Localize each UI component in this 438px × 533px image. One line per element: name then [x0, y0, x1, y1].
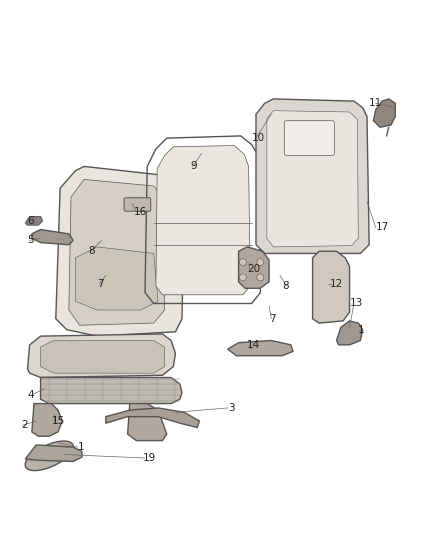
Polygon shape: [32, 403, 62, 436]
Text: 7: 7: [269, 314, 276, 324]
Text: 5: 5: [28, 236, 34, 245]
Circle shape: [257, 259, 264, 265]
Polygon shape: [69, 180, 165, 325]
Text: 1: 1: [78, 442, 84, 452]
Text: 14: 14: [247, 340, 261, 350]
Circle shape: [257, 274, 264, 281]
Polygon shape: [156, 146, 251, 295]
FancyBboxPatch shape: [124, 198, 151, 211]
Polygon shape: [239, 247, 269, 288]
Text: 12: 12: [330, 279, 343, 289]
Polygon shape: [374, 99, 395, 127]
Polygon shape: [75, 247, 158, 310]
Text: 1: 1: [358, 325, 365, 335]
Polygon shape: [25, 445, 82, 462]
Text: 16: 16: [134, 207, 147, 217]
Text: 20: 20: [247, 264, 261, 273]
Polygon shape: [127, 403, 167, 441]
Text: 11: 11: [369, 98, 382, 108]
Text: 10: 10: [252, 133, 265, 143]
Polygon shape: [267, 111, 358, 247]
Polygon shape: [313, 251, 350, 323]
Polygon shape: [25, 216, 43, 225]
Polygon shape: [336, 321, 363, 345]
Polygon shape: [256, 99, 369, 254]
FancyBboxPatch shape: [284, 120, 334, 156]
Text: 8: 8: [282, 281, 289, 291]
Text: 4: 4: [28, 390, 34, 400]
Polygon shape: [106, 408, 199, 427]
Polygon shape: [32, 230, 73, 245]
Polygon shape: [228, 341, 293, 356]
Text: 19: 19: [143, 453, 156, 463]
Text: 15: 15: [51, 416, 65, 426]
Polygon shape: [41, 377, 182, 403]
Text: 8: 8: [88, 246, 95, 256]
Polygon shape: [28, 334, 176, 377]
Text: 3: 3: [228, 403, 234, 413]
Polygon shape: [56, 166, 184, 336]
Text: 17: 17: [376, 222, 389, 232]
Text: 2: 2: [21, 421, 28, 430]
Circle shape: [240, 259, 247, 265]
Text: 9: 9: [191, 161, 198, 172]
Text: 6: 6: [28, 216, 34, 226]
Circle shape: [240, 274, 247, 281]
Polygon shape: [41, 341, 165, 373]
Text: 13: 13: [350, 298, 363, 309]
Ellipse shape: [25, 441, 74, 471]
Text: 7: 7: [97, 279, 104, 289]
